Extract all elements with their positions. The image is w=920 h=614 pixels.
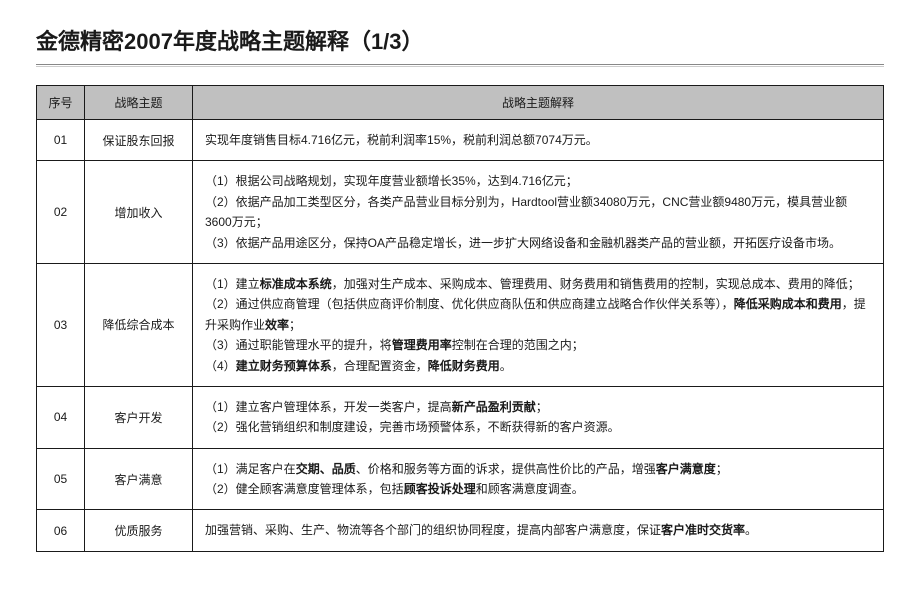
table-row: 04客户开发（1）建立客户管理体系，开发一类客户，提高新产品盈利贡献；（2）强化…	[37, 386, 884, 448]
cell-seq: 05	[37, 448, 85, 510]
cell-explain: 实现年度销售目标4.716亿元，税前利润率15%，税前利润总额7074万元。	[193, 120, 884, 161]
cell-explain: （1）建立标准成本系统，加强对生产成本、采购成本、管理费用、财务费用和销售费用的…	[193, 263, 884, 386]
cell-seq: 01	[37, 120, 85, 161]
cell-theme: 增加收入	[85, 161, 193, 264]
cell-explain: （1）根据公司战略规划，实现年度营业额增长35%，达到4.716亿元；（2）依据…	[193, 161, 884, 264]
cell-seq: 06	[37, 510, 85, 551]
cell-theme: 客户满意	[85, 448, 193, 510]
table-row: 05客户满意（1）满足客户在交期、品质、价格和服务等方面的诉求，提供高性价比的产…	[37, 448, 884, 510]
cell-theme: 降低综合成本	[85, 263, 193, 386]
table-row: 02增加收入（1）根据公司战略规划，实现年度营业额增长35%，达到4.716亿元…	[37, 161, 884, 264]
cell-seq: 02	[37, 161, 85, 264]
page-title: 金德精密2007年度战略主题解释（1/3）	[36, 24, 884, 56]
cell-explain: 加强营销、采购、生产、物流等各个部门的组织协同程度，提高内部客户满意度，保证客户…	[193, 510, 884, 551]
table-header-row: 序号 战略主题 战略主题解释	[37, 86, 884, 120]
header-seq: 序号	[37, 86, 85, 120]
table-row: 03降低综合成本（1）建立标准成本系统，加强对生产成本、采购成本、管理费用、财务…	[37, 263, 884, 386]
cell-theme: 保证股东回报	[85, 120, 193, 161]
cell-explain: （1）满足客户在交期、品质、价格和服务等方面的诉求，提供高性价比的产品，增强客户…	[193, 448, 884, 510]
cell-seq: 04	[37, 386, 85, 448]
cell-theme: 优质服务	[85, 510, 193, 551]
cell-seq: 03	[37, 263, 85, 386]
table-row: 01保证股东回报实现年度销售目标4.716亿元，税前利润率15%，税前利润总额7…	[37, 120, 884, 161]
table-body: 01保证股东回报实现年度销售目标4.716亿元，税前利润率15%，税前利润总额7…	[37, 120, 884, 552]
cell-theme: 客户开发	[85, 386, 193, 448]
strategy-table: 序号 战略主题 战略主题解释 01保证股东回报实现年度销售目标4.716亿元，税…	[36, 85, 884, 552]
title-underline	[36, 64, 884, 67]
header-theme: 战略主题	[85, 86, 193, 120]
cell-explain: （1）建立客户管理体系，开发一类客户，提高新产品盈利贡献；（2）强化营销组织和制…	[193, 386, 884, 448]
header-explain: 战略主题解释	[193, 86, 884, 120]
table-row: 06优质服务加强营销、采购、生产、物流等各个部门的组织协同程度，提高内部客户满意…	[37, 510, 884, 551]
